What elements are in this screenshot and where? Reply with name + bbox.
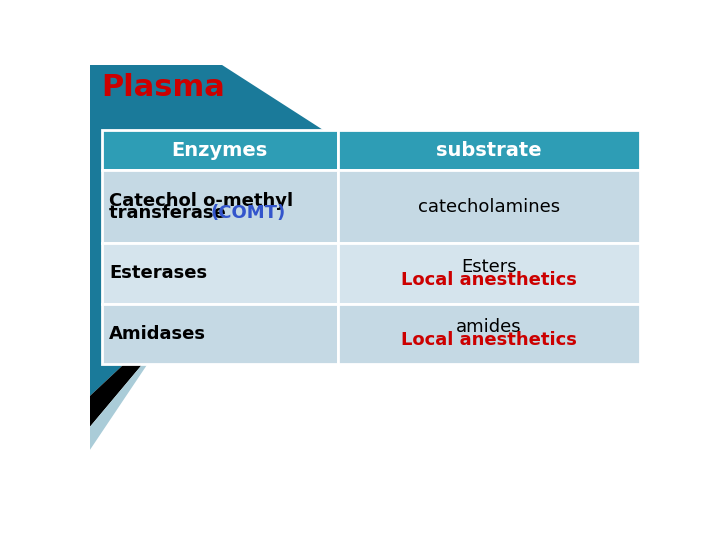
Bar	[102, 303, 338, 363]
Bar	[102, 170, 338, 244]
Text: transferase: transferase	[109, 204, 238, 222]
Bar	[338, 244, 640, 303]
Text: Esters: Esters	[462, 258, 517, 275]
Polygon shape	[90, 150, 354, 427]
Bar	[338, 130, 640, 170]
Text: (COMT): (COMT)	[210, 204, 285, 222]
Bar	[338, 170, 640, 244]
Text: catecholamines: catecholamines	[418, 198, 560, 216]
Text: Amidases: Amidases	[109, 325, 207, 342]
Bar	[102, 130, 338, 170]
Text: Local anesthetics: Local anesthetics	[401, 272, 577, 289]
Polygon shape	[90, 150, 323, 450]
Text: Local anesthetics: Local anesthetics	[401, 332, 577, 349]
Text: amides: amides	[456, 318, 522, 335]
Text: substrate: substrate	[436, 141, 542, 160]
Polygon shape	[90, 65, 354, 396]
Text: Esterases: Esterases	[109, 265, 207, 282]
Bar	[338, 303, 640, 363]
Text: Catechol o-methyl: Catechol o-methyl	[109, 192, 294, 210]
Text: Plasma: Plasma	[102, 72, 225, 102]
Bar	[102, 244, 338, 303]
Text: Enzymes: Enzymes	[171, 141, 268, 160]
